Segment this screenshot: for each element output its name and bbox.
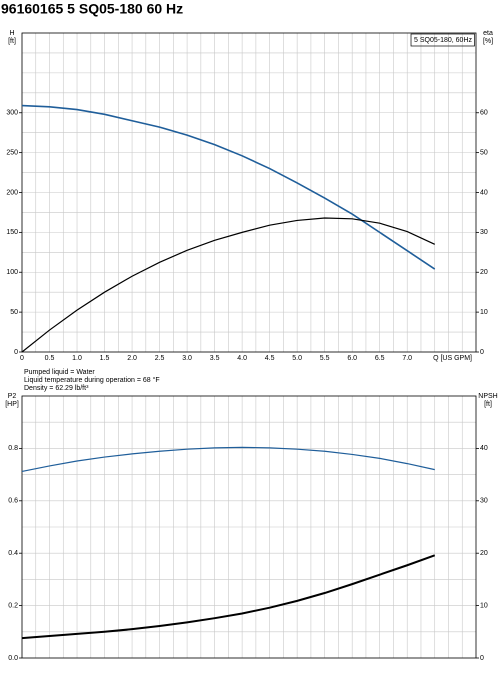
y2-tick-label: 0 bbox=[480, 655, 484, 662]
page-title: 96160165 5 SQ05-180 60 Hz bbox=[1, 1, 183, 17]
y2-axis-unit: [%] bbox=[483, 38, 493, 45]
y-tick-label: 250 bbox=[6, 149, 18, 156]
x-tick-label: 5.0 bbox=[292, 355, 302, 362]
x-tick-label: 3.0 bbox=[182, 355, 192, 362]
y2-axis-label: NPSH bbox=[478, 393, 497, 400]
y-tick-label: 200 bbox=[6, 189, 18, 196]
y-axis-unit: [HP] bbox=[5, 401, 19, 408]
y2-tick-label: 10 bbox=[480, 602, 488, 609]
curve bbox=[21, 217, 435, 353]
curve bbox=[21, 446, 435, 473]
x-tick-label: 4.5 bbox=[265, 355, 275, 362]
x-tick-label: 1.0 bbox=[72, 355, 82, 362]
x-tick-label: 5.5 bbox=[320, 355, 330, 362]
y-tick-label: 150 bbox=[6, 229, 18, 236]
legend: 5 SQ05-180, 60Hz bbox=[414, 37, 472, 44]
note: Density = 62.29 lb/ft³ bbox=[24, 385, 89, 392]
y2-tick-label: 20 bbox=[480, 550, 488, 557]
y-tick-label: 50 bbox=[10, 309, 18, 316]
curve bbox=[21, 104, 436, 270]
y-tick-label: 100 bbox=[6, 269, 18, 276]
y-tick-label: 0.4 bbox=[8, 550, 18, 557]
y2-tick-label: 40 bbox=[480, 189, 488, 196]
x-tick-label: 2.0 bbox=[127, 355, 137, 362]
x-tick-label: 6.5 bbox=[375, 355, 385, 362]
y-axis-unit: [ft] bbox=[8, 38, 16, 45]
note: Liquid temperature during operation = 68… bbox=[24, 376, 160, 384]
legend-box bbox=[410, 33, 475, 47]
plot-frame bbox=[21, 32, 477, 353]
x-tick-label: 1.5 bbox=[100, 355, 110, 362]
y-tick-label: 0.2 bbox=[8, 602, 18, 609]
x-tick-label: 3.5 bbox=[210, 355, 220, 362]
y2-tick-label: 40 bbox=[480, 445, 488, 452]
x-tick-label: 4.0 bbox=[237, 355, 247, 362]
plot-frame bbox=[21, 395, 477, 659]
y2-axis-unit: [ft] bbox=[484, 401, 492, 408]
x-axis-label: Q [US GPM] bbox=[433, 355, 472, 362]
y2-tick-label: 60 bbox=[480, 110, 488, 117]
x-tick-label: 0 bbox=[20, 355, 24, 362]
y2-tick-label: 50 bbox=[480, 149, 488, 156]
y2-tick-label: 30 bbox=[480, 498, 488, 505]
curve bbox=[21, 554, 436, 640]
y-axis-label: P2 bbox=[8, 393, 17, 400]
y2-tick-label: 30 bbox=[480, 229, 488, 236]
x-tick-label: 0.5 bbox=[45, 355, 55, 362]
y2-axis-label: eta bbox=[483, 30, 493, 37]
y-tick-label: 0.6 bbox=[8, 498, 18, 505]
x-tick-label: 7.0 bbox=[402, 355, 412, 362]
y2-tick-label: 20 bbox=[480, 269, 488, 276]
y2-tick-label: 0 bbox=[480, 349, 484, 356]
y-tick-label: 0 bbox=[14, 349, 18, 356]
x-tick-label: 2.5 bbox=[155, 355, 165, 362]
y2-tick-label: 10 bbox=[480, 309, 488, 316]
x-tick-label: 6.0 bbox=[347, 355, 357, 362]
y-tick-label: 0.0 bbox=[8, 655, 18, 662]
y-tick-label: 300 bbox=[6, 110, 18, 117]
note: Pumped liquid = Water bbox=[24, 369, 95, 376]
y-axis-label: H bbox=[9, 30, 14, 37]
y-tick-label: 0.8 bbox=[8, 445, 18, 452]
